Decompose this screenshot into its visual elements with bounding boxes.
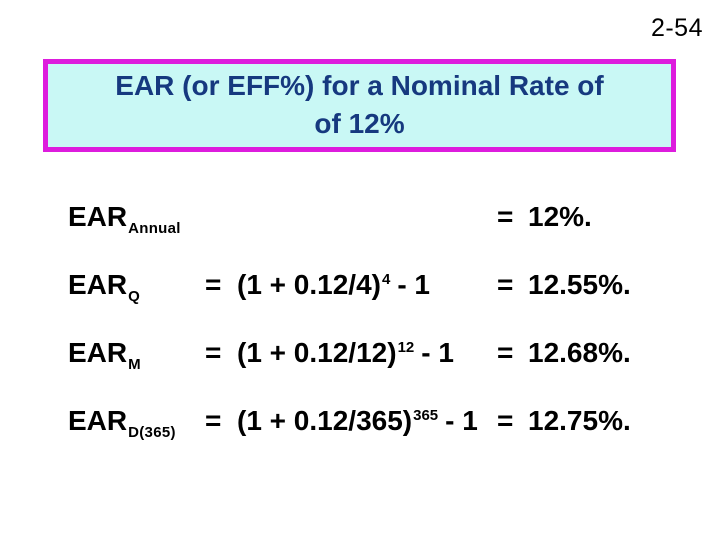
result-value: 12.55%. [528,269,631,300]
formula-tail: - 1 [445,405,478,436]
rate-formula: = (1 + 0.12/365)365 - 1 [205,400,497,437]
rate-formula: = (1 + 0.12/12)12 - 1 [205,332,497,369]
equation-row-daily: EARD(365) = (1 + 0.12/365)365 - 1 = 12.75%. [68,400,631,468]
formula-body: (1 + 0.12/365) [237,405,413,436]
equals-sign: = [497,269,514,300]
equals-sign: = [205,337,222,368]
equals-sign: = [205,405,222,436]
rate-label-subscript: Annual [128,220,181,237]
equals-sign: = [497,201,514,232]
formula-tail: - 1 [421,337,454,368]
title-box: EAR (or EFF%) for a Nominal Rate of of 1… [43,59,676,152]
formula-exponent: 365 [413,407,439,424]
rate-label: EARM [68,337,205,381]
equation-row-annual: EARAnnual = 12%. [68,196,631,264]
rate-formula: = (1 + 0.12/4)4 - 1 [205,264,497,301]
rate-result: = 12.68%. [497,337,631,369]
rate-label: EARQ [68,269,205,313]
equation-list: EARAnnual = 12%. EARQ = (1 + 0.12/4)4- 1 =… [68,196,631,468]
rate-result: = 12.75%. [497,405,631,437]
rate-label-base: EAR [68,269,128,300]
rate-label-base: EAR [68,337,128,368]
rate-label: EARD(365) [68,405,205,449]
result-value: 12.75%. [528,405,631,436]
equals-sign: = [497,405,514,436]
formula-body: (1 + 0.12/4) [237,269,381,300]
slide-number: 2-54 [650,14,703,42]
formula-exponent: 4 [381,271,391,288]
equals-sign: = [205,269,222,300]
rate-label: EARAnnual [68,201,205,245]
rate-formula [205,196,497,233]
rate-label-base: EAR [68,405,128,436]
rate-label-subscript: D(365) [128,424,176,441]
result-value: 12%. [528,201,592,232]
title-line-1: EAR (or EFF%) for a Nominal Rate of [115,70,604,101]
formula-tail: - 1 [397,269,431,300]
equation-row-monthly: EARM = (1 + 0.12/12)12 - 1 = 12.68%. [68,332,631,400]
equation-row-quarterly: EARQ = (1 + 0.12/4)4 - 1 = 12.55%. [68,264,631,332]
rate-label-subscript: M [128,356,141,373]
rate-label-base: EAR [68,201,128,232]
formula-body: (1 + 0.12/12) [237,337,397,368]
equals-sign: = [497,337,514,368]
result-value: 12.68%. [528,337,631,368]
title-line-2: of 12% [314,108,405,139]
rate-result: = 12%. [497,201,631,233]
rate-label-subscript: Q [128,288,141,305]
formula-exponent: 12 [397,339,415,356]
rate-result: = 12.55%. [497,269,631,301]
